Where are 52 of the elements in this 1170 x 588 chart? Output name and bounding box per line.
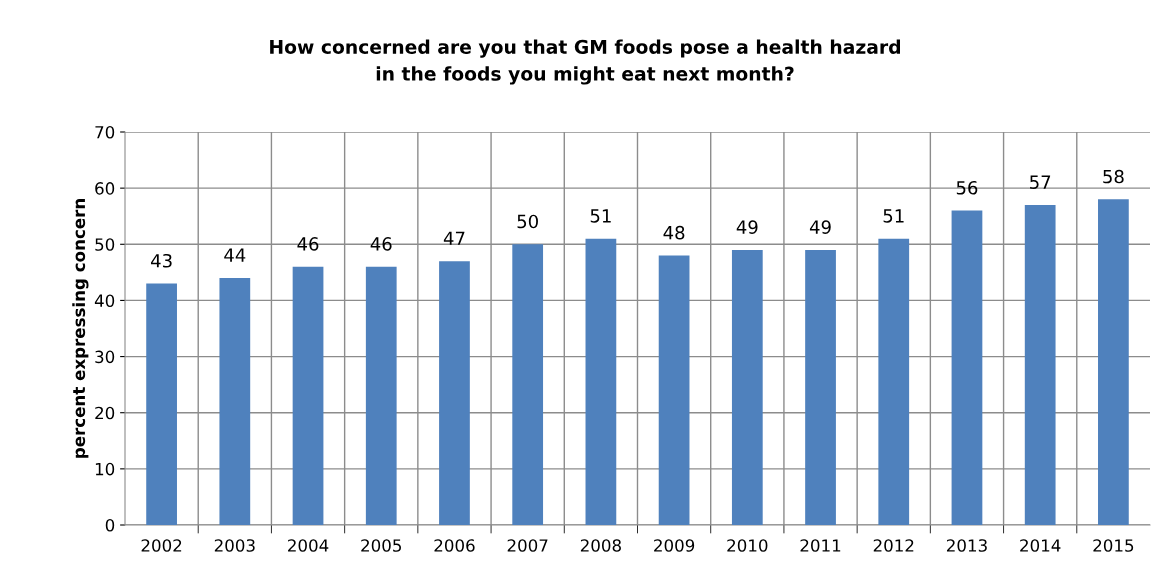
bar	[658, 255, 690, 525]
y-tick-label: 20	[95, 406, 115, 420]
bar	[365, 266, 397, 525]
data-label: 51	[590, 209, 611, 223]
y-tick-label: 30	[95, 350, 115, 364]
y-tick-label: 0	[105, 518, 115, 532]
chart-title: How concerned are you that GM foods pose a health hazard in the foods you might eat next month?	[270, 39, 900, 85]
data-label: 43	[151, 253, 172, 268]
y-tick-label: 60	[95, 182, 115, 195]
bar	[439, 261, 470, 525]
x-tick-label: 2004	[288, 539, 329, 552]
data-label: 58	[1103, 169, 1124, 184]
x-tick-label: 2003	[214, 539, 255, 552]
bar	[585, 238, 617, 525]
x-tick-label: 2007	[507, 539, 548, 552]
data-label: 49	[736, 220, 758, 234]
data-label: 56	[956, 180, 978, 195]
x-tick-label: 2011	[800, 539, 841, 552]
bar	[219, 277, 251, 525]
data-label: 49	[809, 220, 831, 234]
bar	[878, 238, 910, 525]
x-tick-label: 2002	[141, 539, 182, 552]
data-label: 46	[370, 237, 392, 251]
data-label: 50	[517, 214, 538, 229]
x-tick-label: 2005	[361, 539, 401, 552]
y-tick-label: 10	[95, 462, 115, 476]
x-tick-label: 2015	[1093, 539, 1134, 552]
y-axis-title: percent expressing concern	[72, 199, 89, 458]
bar	[951, 210, 983, 525]
bar	[1024, 204, 1056, 525]
bar	[731, 249, 763, 525]
x-tick-label: 2012	[873, 539, 914, 552]
x-tick-label: 2008	[580, 539, 621, 552]
bar	[805, 249, 836, 525]
data-label: 57	[1030, 175, 1051, 189]
bar	[146, 283, 177, 525]
x-tick-label: 2009	[654, 539, 695, 552]
x-tick-label: 2013	[946, 539, 987, 552]
data-label: 44	[224, 248, 246, 262]
data-label: 47	[443, 231, 465, 245]
data-label: 48	[663, 225, 685, 240]
y-tick-label: 50	[95, 238, 115, 251]
data-label: 51	[883, 209, 904, 223]
y-tick-label: 40	[94, 294, 115, 307]
bar	[292, 266, 324, 525]
y-tick-label: 70	[95, 125, 115, 139]
data-label: 46	[297, 237, 319, 251]
x-tick-label: 2006	[434, 539, 475, 552]
x-tick-label: 2010	[727, 539, 768, 552]
bar	[512, 244, 544, 525]
x-tick-label: 2014	[1020, 539, 1061, 552]
bar	[1098, 199, 1129, 525]
